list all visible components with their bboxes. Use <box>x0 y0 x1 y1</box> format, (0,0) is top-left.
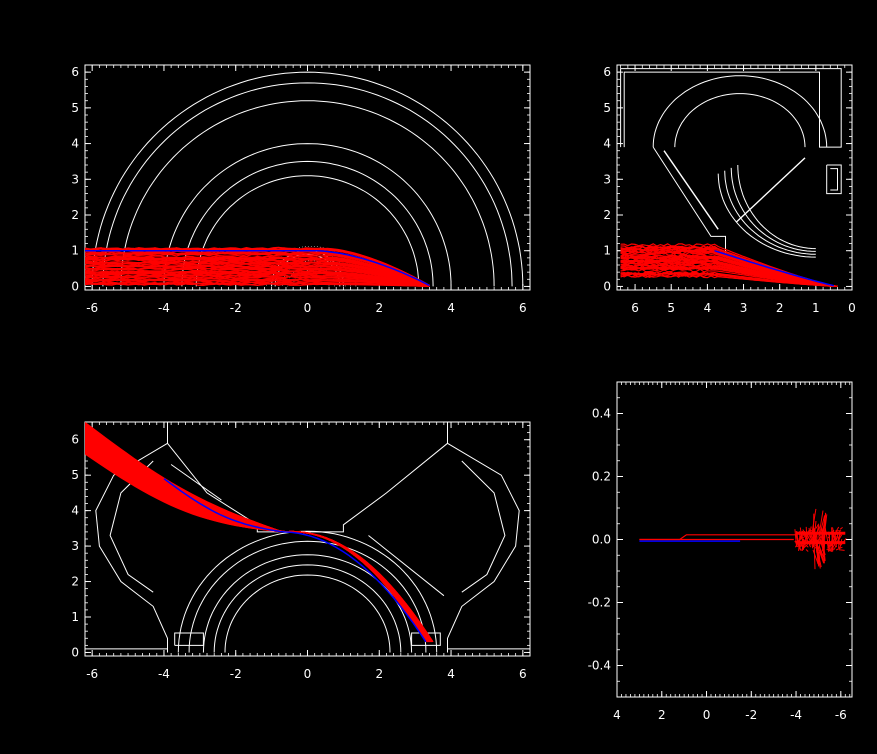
y-tick-label: 1 <box>71 610 79 624</box>
y-tick-label: 6 <box>71 433 79 447</box>
x-tick-label: 0 <box>848 301 856 315</box>
panel-side_view: -6 -4 -2 0 2 4 6 0 1 2 3 4 5 6 <box>71 65 530 315</box>
x-tick-label: -2 <box>230 667 242 681</box>
panel-deviation_view: 4 2 0 -2 -4 -6 -0.4 -0.2 0.0 0.2 0.4 <box>588 382 852 722</box>
vessel-wall <box>448 426 531 649</box>
x-tick-label: 2 <box>658 708 666 722</box>
vessel-wall <box>462 461 505 592</box>
y-tick-label: 0.0 <box>592 533 611 547</box>
x-tick-label: 2 <box>375 301 383 315</box>
y-tick-label: 2 <box>71 575 79 589</box>
y-tick-label: 0 <box>71 645 79 659</box>
y-tick-label: 0 <box>603 279 611 293</box>
coil-arc <box>189 541 426 652</box>
coil-arc <box>214 565 401 653</box>
ray-path <box>85 426 432 642</box>
ray-path <box>85 425 433 642</box>
ray-path <box>85 428 432 642</box>
x-tick-label: 2 <box>776 301 784 315</box>
coil-line <box>736 158 805 222</box>
y-tick-label: 3 <box>603 172 611 186</box>
x-tick-label: 1 <box>812 301 820 315</box>
coil-line <box>369 536 444 596</box>
x-tick-label: 4 <box>704 301 712 315</box>
vessel-arch <box>653 76 827 147</box>
x-tick-label: -6 <box>86 301 98 315</box>
x-tick-label: 6 <box>519 301 527 315</box>
y-tick-label: 6 <box>71 65 79 79</box>
coil-arc <box>738 165 816 249</box>
x-tick-label: 2 <box>375 667 383 681</box>
x-tick-label: 5 <box>667 301 675 315</box>
ray-scatter <box>839 550 845 551</box>
x-tick-label: -2 <box>230 301 242 315</box>
panel-poloidal_view: -6 -4 -2 0 2 4 6 0 1 2 3 4 5 6 <box>71 422 530 681</box>
y-tick-label: 0.4 <box>592 407 611 421</box>
y-tick-label: 6 <box>603 65 611 79</box>
ray-scatter <box>840 527 843 529</box>
x-tick-label: -4 <box>158 301 170 315</box>
x-tick-label: 0 <box>304 667 312 681</box>
x-tick-label: -4 <box>790 708 802 722</box>
x-tick-label: 4 <box>613 708 621 722</box>
port-box <box>830 169 837 190</box>
y-tick-label: -0.4 <box>588 659 611 673</box>
coil-arc <box>731 168 816 252</box>
x-tick-label: 4 <box>447 667 455 681</box>
y-tick-label: 2 <box>71 208 79 222</box>
plot-area <box>85 422 530 653</box>
y-tick-label: 1 <box>603 244 611 258</box>
vessel-wall <box>448 422 520 653</box>
plot-area <box>85 72 523 286</box>
ray-path <box>85 427 432 642</box>
coil-arc <box>203 555 411 653</box>
coil-arc <box>725 171 816 255</box>
ray-path <box>85 424 433 642</box>
y-tick-label: 2 <box>603 208 611 222</box>
x-tick-label: 6 <box>631 301 639 315</box>
x-tick-label: -6 <box>86 667 98 681</box>
plot-frame <box>85 422 530 656</box>
coil-arc <box>225 575 390 653</box>
ray-path <box>639 535 796 540</box>
panel-end_view: 6 5 4 3 2 1 0 0 1 2 3 4 5 6 <box>603 65 855 315</box>
x-tick-label: 0 <box>304 301 312 315</box>
y-tick-label: 4 <box>603 137 611 151</box>
y-tick-label: 0.2 <box>592 470 611 484</box>
y-tick-label: 5 <box>71 468 79 482</box>
ray-path <box>85 425 432 642</box>
vessel-box <box>621 69 842 148</box>
x-tick-label: -6 <box>835 708 847 722</box>
y-tick-label: 5 <box>603 101 611 115</box>
x-tick-label: 3 <box>740 301 748 315</box>
y-tick-label: 4 <box>71 137 79 151</box>
y-tick-label: 3 <box>71 172 79 186</box>
x-tick-label: -4 <box>158 667 170 681</box>
ray-path <box>85 423 433 641</box>
y-tick-label: 1 <box>71 244 79 258</box>
plot-area <box>621 69 842 287</box>
x-tick-label: 0 <box>703 708 711 722</box>
x-tick-label: 6 <box>519 667 527 681</box>
ray-scatter <box>806 550 808 552</box>
coil-line <box>664 151 718 230</box>
ray-path <box>85 424 433 642</box>
vessel-wall <box>653 147 725 254</box>
ray-path <box>85 427 432 642</box>
ray-scatter <box>816 549 817 553</box>
y-tick-label: 4 <box>71 504 79 518</box>
vessel-arch <box>675 94 805 148</box>
y-tick-label: 3 <box>71 539 79 553</box>
y-tick-label: 0 <box>71 279 79 293</box>
plot-area <box>639 509 846 569</box>
x-tick-label: -2 <box>745 708 757 722</box>
ray-path <box>85 426 432 642</box>
x-tick-label: 4 <box>447 301 455 315</box>
port-box <box>827 165 842 194</box>
y-tick-label: 5 <box>71 101 79 115</box>
coil-arc <box>178 531 436 652</box>
y-tick-label: -0.2 <box>588 596 611 610</box>
